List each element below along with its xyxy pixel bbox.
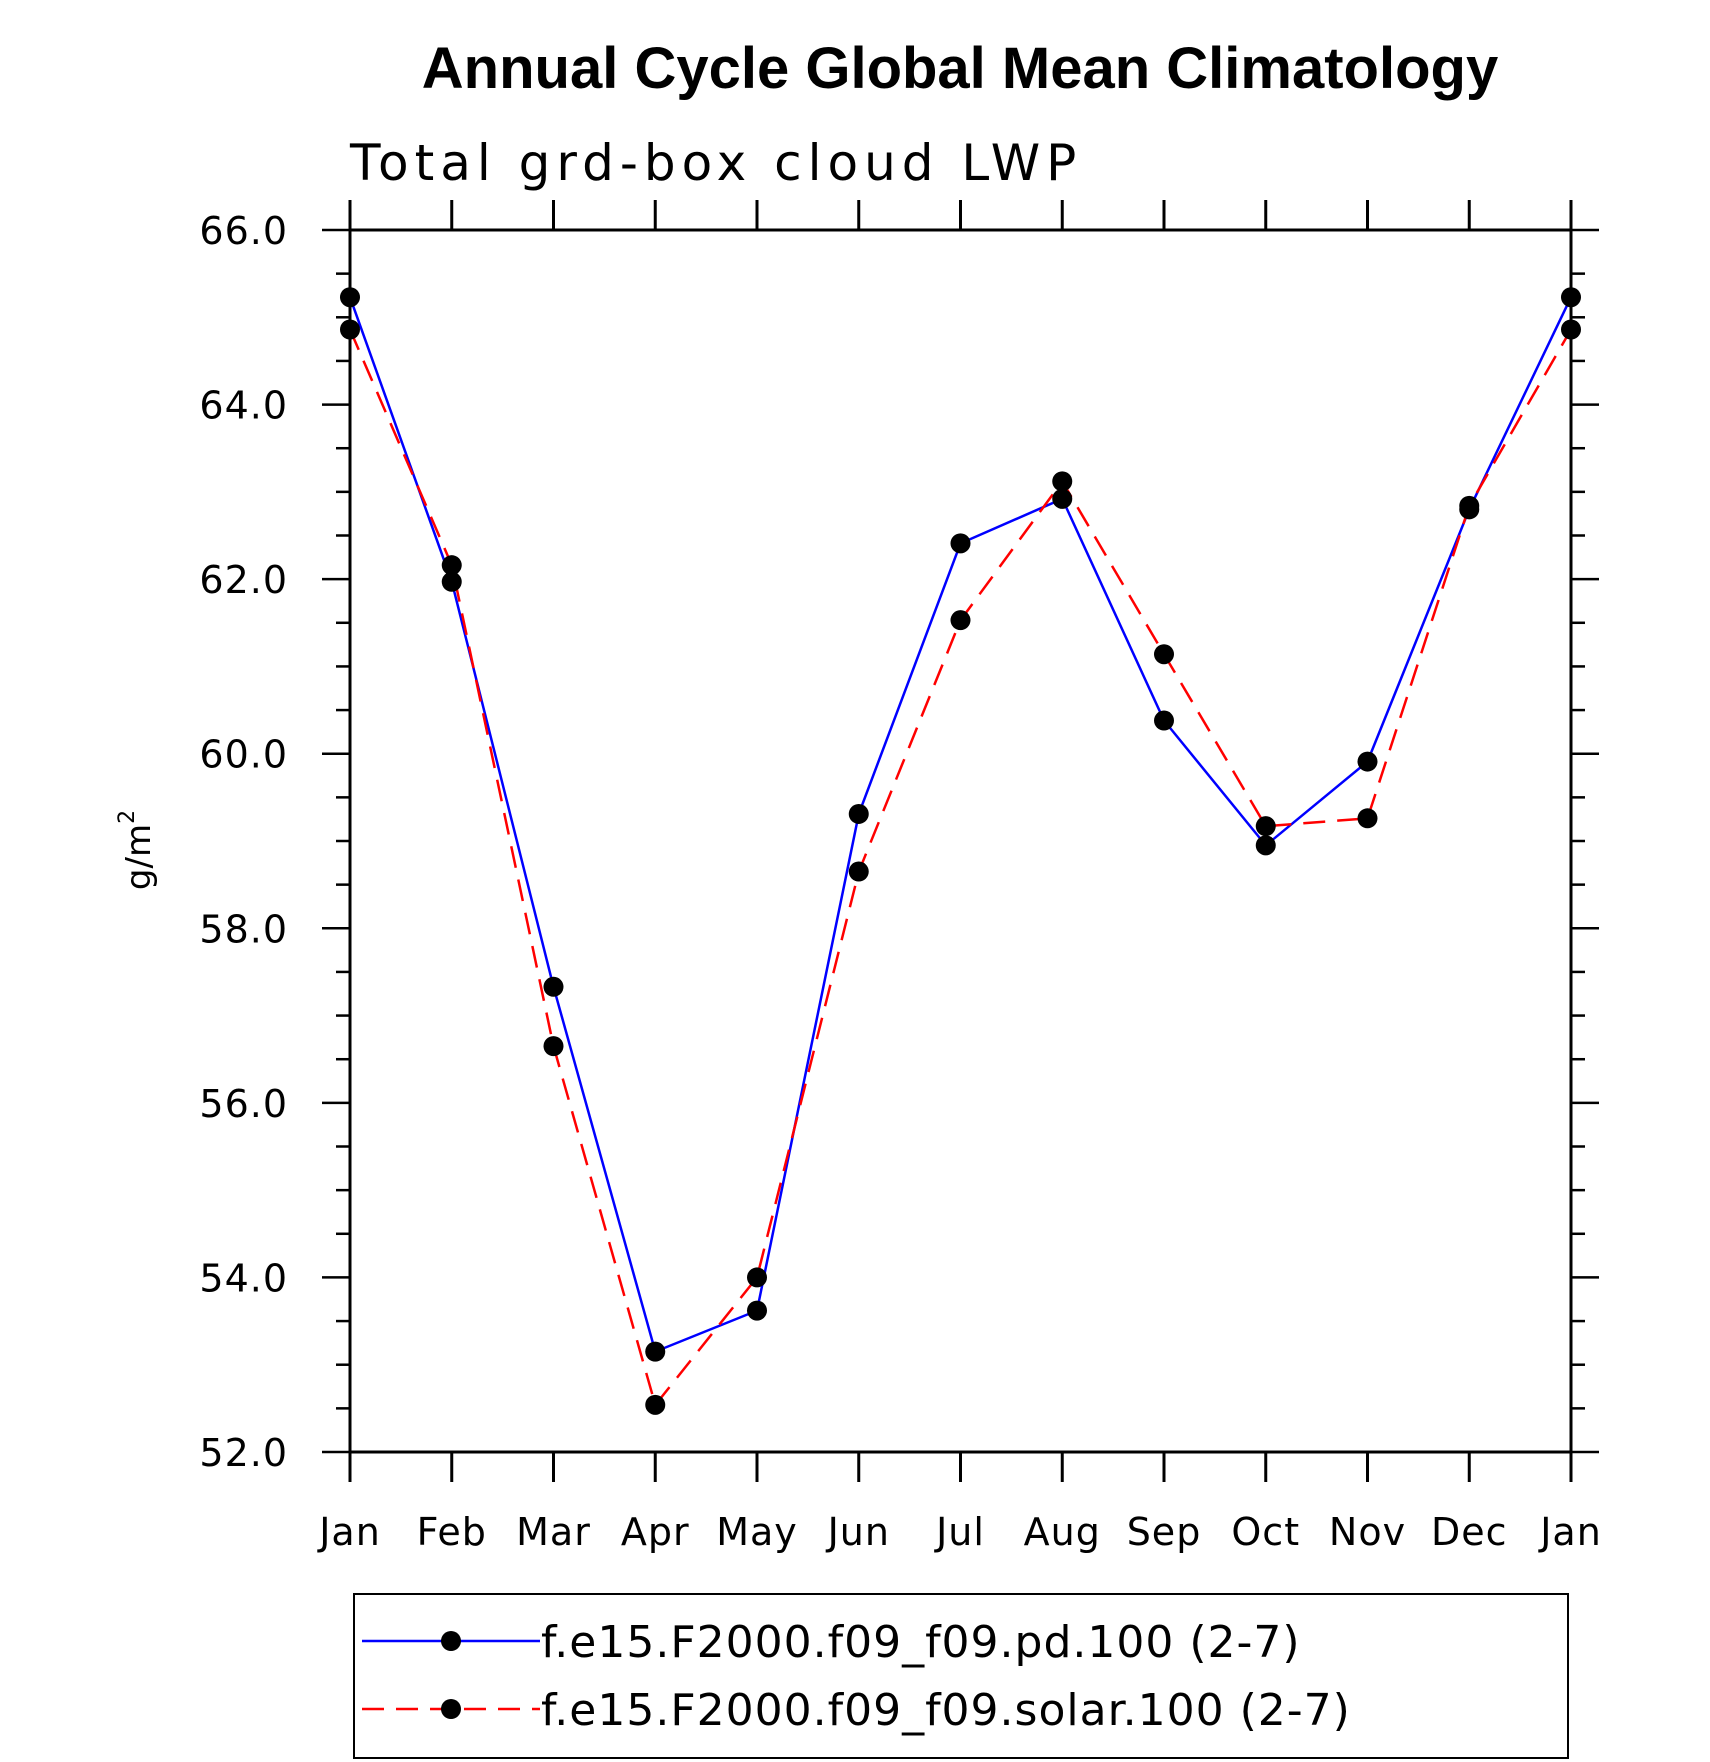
x-tick-label: Jul	[934, 1510, 985, 1554]
series-2-point	[1561, 319, 1581, 340]
legend-label-1: f.e15.F2000.f09_f09.pd.100 (2-7)	[541, 1617, 1301, 1668]
y-tick-label: 56.0	[199, 1082, 288, 1126]
series-2-point	[441, 555, 462, 576]
series-1-point	[645, 1341, 666, 1362]
series-2-point	[1154, 644, 1174, 665]
series-1-point	[950, 533, 971, 554]
x-tick-label: Aug	[1024, 1510, 1101, 1554]
legend: f.e15.F2000.f09_f09.pd.100 (2-7) f.e15.F2…	[353, 1593, 1569, 1759]
legend-marker-1	[441, 1631, 461, 1651]
y-tick-label: 66.0	[199, 209, 288, 253]
y-tick-label: 62.0	[199, 558, 288, 602]
x-tick-label: Feb	[417, 1510, 487, 1554]
series-1-point	[1561, 287, 1581, 308]
plot-frame	[348, 228, 1573, 1454]
legend-label-2: f.e15.F2000.f09_f09.solar.100 (2-7)	[541, 1685, 1351, 1736]
series-2-point	[747, 1267, 767, 1288]
series-1-point	[1154, 710, 1174, 731]
series-1-point	[848, 803, 869, 824]
series-markers	[340, 287, 1581, 1415]
series-2-point	[1255, 816, 1276, 837]
series-2-point	[645, 1394, 666, 1415]
x-tick-label: Jan	[317, 1510, 381, 1554]
axis-ticks	[322, 200, 1599, 1482]
series-2-point	[1357, 808, 1378, 829]
y-tick-label: 58.0	[199, 907, 288, 951]
series-1-point	[747, 1300, 767, 1321]
y-axis-tick-labels: 52.0 54.0 56.0 58.0 60.0 62.0 64.0 66.0	[199, 209, 288, 1475]
series-line-2	[348, 328, 1573, 1408]
y-tick-label: 60.0	[199, 733, 288, 777]
series-line-1	[348, 296, 1573, 1354]
series-1-point	[441, 571, 462, 592]
chart-title: Annual Cycle Global Mean Climatology	[422, 36, 1498, 101]
series-2-point	[950, 610, 971, 631]
series-1-point	[1357, 751, 1378, 772]
series-2-point	[848, 861, 869, 882]
chart-subtitle: Total grd-box cloud LWP	[349, 134, 1082, 192]
x-tick-label: Sep	[1127, 1510, 1202, 1554]
series-2-point	[340, 319, 360, 340]
x-tick-label: Jan	[1538, 1510, 1602, 1554]
svg-text:g/m2: g/m2	[115, 810, 159, 890]
series-1-point	[1255, 835, 1276, 856]
y-axis-label-text: g/m	[119, 824, 159, 890]
y-axis-label-superscript: 2	[115, 810, 140, 824]
series-lines	[348, 296, 1573, 1408]
y-axis-label: g/m2	[115, 810, 159, 890]
legend-marker-2	[441, 1699, 461, 1719]
y-tick-label: 52.0	[199, 1431, 288, 1475]
x-tick-label: Apr	[621, 1510, 690, 1554]
series-2-point	[1459, 495, 1480, 516]
x-tick-label: Mar	[516, 1510, 591, 1554]
x-axis-tick-labels: Jan Feb Mar Apr May Jun Jul Aug Sep Oct Nov Dec Jan	[317, 1510, 1602, 1554]
series-2-point	[1052, 471, 1073, 492]
y-tick-label: 64.0	[199, 384, 288, 428]
series-1-point	[340, 287, 360, 308]
series-1-point	[543, 976, 564, 997]
x-tick-label: Nov	[1329, 1510, 1406, 1554]
x-tick-label: Oct	[1231, 1510, 1300, 1554]
x-tick-label: Dec	[1431, 1510, 1508, 1554]
legend-box	[353, 1593, 1569, 1759]
x-tick-label: May	[716, 1510, 798, 1554]
series-1-point	[1052, 488, 1073, 509]
x-tick-label: Jun	[826, 1510, 890, 1554]
series-2-point	[543, 1036, 564, 1057]
y-tick-label: 54.0	[199, 1256, 288, 1300]
